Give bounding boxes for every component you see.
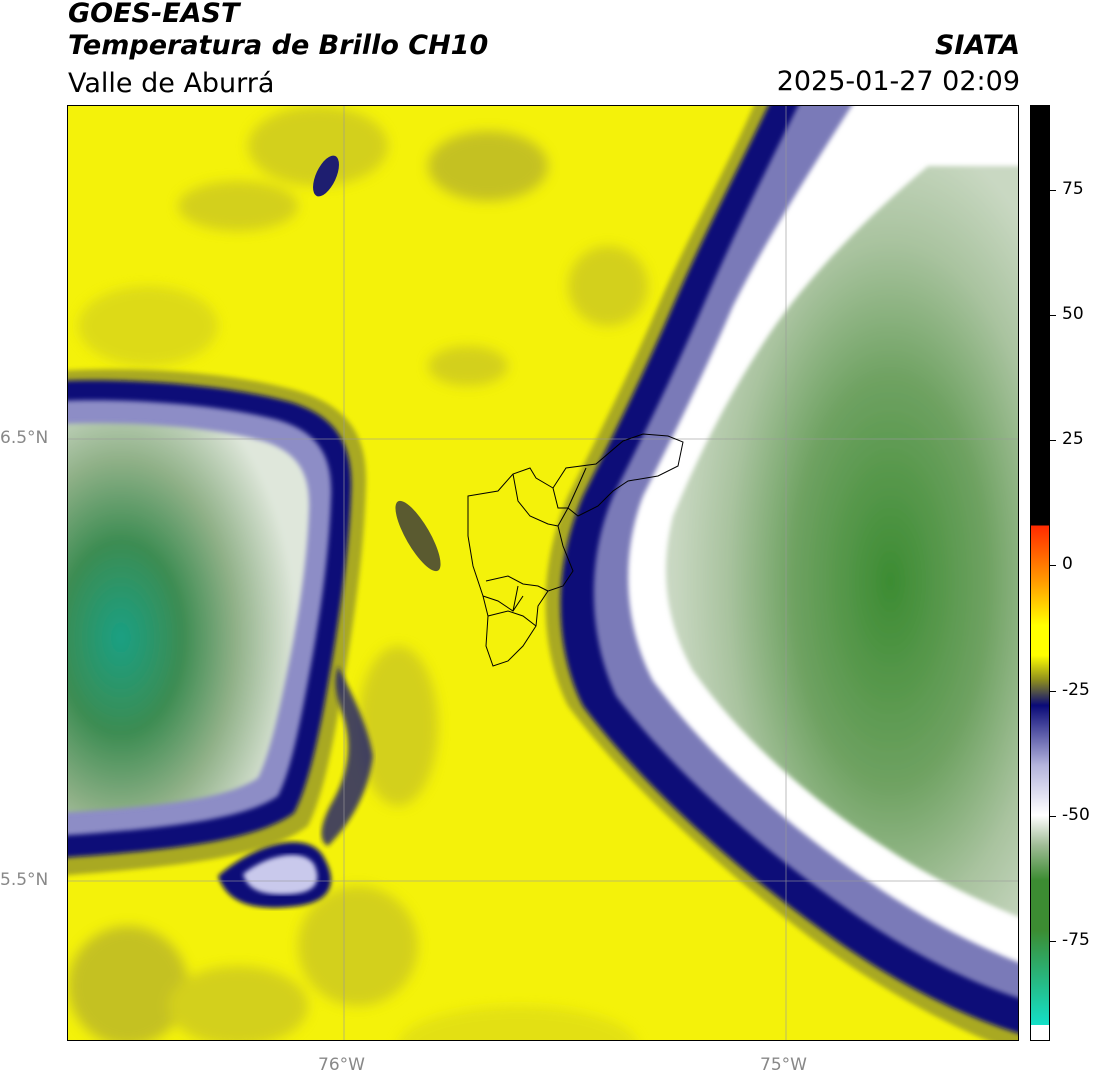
valle-de-aburra-boundaries [467,433,684,667]
west-cloud-system [68,369,373,908]
colorbar-tick-label: 25 [1062,429,1084,450]
temperature-colorbar [1030,105,1050,1041]
cold-spots [313,155,441,572]
colorbar-tickmark [1050,190,1056,192]
colorbar-tick-label: -75 [1062,929,1090,950]
lon-label-75w: 75°W [760,1055,807,1075]
colorbar-tickmark [1050,815,1056,817]
colorbar-tickmark [1050,565,1056,567]
product-title: Temperatura de Brillo CH10 [68,30,489,61]
agency-label: SIATA [934,30,1020,61]
brightness-temperature-map[interactable] [67,105,1019,1041]
region-subtitle: Valle de Aburrá [68,68,275,99]
datetime-label: 2025-01-27 02:09 [776,66,1020,97]
colorbar-tick-label: -50 [1062,804,1090,825]
colorbar-tick-label: 0 [1062,554,1073,575]
colorbar-tickmark [1050,940,1056,942]
colorbar-tickmark [1050,440,1056,442]
colorbar-tick-label: -25 [1062,679,1090,700]
east-cloud-system [545,106,1018,1040]
colorbar-tickmark [1050,690,1056,692]
satellite-title: GOES-EAST [68,0,240,29]
lon-label-76w: 76°W [318,1055,365,1075]
colorbar-tick-label: 75 [1062,179,1084,200]
lat-label-5-5: 5.5°N [0,870,49,890]
olive-patches [68,106,648,1040]
graticule [68,106,1018,1040]
colorbar-tick-label: 50 [1062,304,1084,325]
lat-label-6-5: 6.5°N [0,428,49,448]
colorbar-tickmark [1050,315,1056,317]
